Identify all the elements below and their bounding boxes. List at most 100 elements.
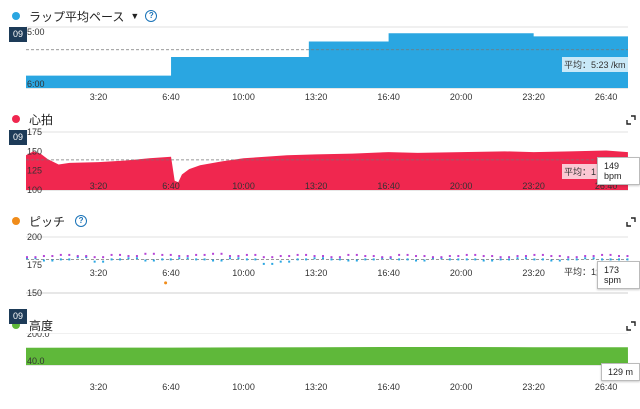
cadence-point xyxy=(558,255,561,258)
pace-x-tick-label: 20:00 xyxy=(450,92,473,102)
cadence-point xyxy=(119,258,122,261)
hr-x-tick-label: 3:20 xyxy=(90,181,108,191)
cadence-point xyxy=(110,258,113,261)
cadence-y-tick-label: 200 xyxy=(27,232,42,242)
cadence-point xyxy=(42,259,45,262)
cadence-point xyxy=(457,255,460,258)
hr-x-tick-label: 13:20 xyxy=(305,181,328,191)
cadence-point xyxy=(34,257,37,260)
cadence-point xyxy=(381,257,384,260)
cadence-point xyxy=(271,262,274,265)
cadence-point xyxy=(119,253,122,256)
elevation-y-tick-label: 200.0 xyxy=(27,333,50,339)
pace-chart[interactable]: 5:00 6:00 3:20 6:40 10:00 13:20 16:40 20:00 23:2… xyxy=(0,26,640,106)
cadence-point xyxy=(448,255,451,258)
cadence-point xyxy=(262,262,265,265)
cadence-point xyxy=(609,258,612,261)
cadence-point xyxy=(381,256,384,259)
cadence-point xyxy=(592,257,595,260)
cadence-point xyxy=(364,258,367,261)
cadence-point xyxy=(296,253,299,256)
cadence-point xyxy=(457,258,460,261)
cadence-outlier-point xyxy=(164,281,168,285)
dropdown-caret-icon[interactable]: ▼ xyxy=(130,11,140,21)
hr-x-tick-label: 6:40 xyxy=(162,181,180,191)
cadence-point xyxy=(51,255,54,258)
cadence-point xyxy=(406,258,409,261)
pace-title: ラップ平均ペース xyxy=(29,9,125,24)
cadence-point xyxy=(389,256,392,259)
cadence-point xyxy=(152,259,155,262)
cadence-point xyxy=(415,255,418,258)
elevation-chart[interactable]: 200.0 40.0 3:20 6:40 10:00 13:20 16:40 20:00 23:… xyxy=(0,333,640,409)
hr-chart[interactable]: 175 150 125 100 3:20 6:40 10:00 13:20 16:40 20:00… xyxy=(0,127,640,197)
elevation-y-tick-label: 40.0 xyxy=(27,356,45,366)
cadence-point xyxy=(144,252,147,255)
cadence-point xyxy=(85,256,88,259)
cadence-point xyxy=(68,253,71,256)
cadence-x-tick-label: 23:20 xyxy=(522,268,545,278)
cadence-point xyxy=(347,259,350,262)
lap-badge[interactable]: 09 xyxy=(9,309,27,324)
cadence-point xyxy=(491,255,494,258)
cadence-point xyxy=(499,258,502,261)
pace-y-tick-label: 5:00 xyxy=(27,27,45,37)
cadence-point xyxy=(279,255,282,258)
pace-x-tick-label: 26:40 xyxy=(595,92,618,102)
cadence-point xyxy=(541,258,544,261)
cadence-x-tick-label: 3:20 xyxy=(90,268,108,278)
cadence-dot-icon xyxy=(12,217,20,225)
cadence-point xyxy=(203,253,206,256)
cadence-point xyxy=(575,258,578,261)
cadence-point xyxy=(169,258,172,261)
cadence-point xyxy=(499,256,502,259)
elevation-x-tick-label: 3:20 xyxy=(90,382,108,392)
cadence-point xyxy=(431,256,434,259)
cadence-point xyxy=(482,259,485,262)
cadence-point xyxy=(465,258,468,261)
hr-y-tick-label: 175 xyxy=(27,127,42,137)
cadence-point xyxy=(355,259,358,262)
cadence-point xyxy=(296,258,299,261)
expand-icon[interactable] xyxy=(626,217,636,227)
cadence-point xyxy=(178,257,181,260)
cadence-point xyxy=(135,255,138,258)
cadence-point xyxy=(152,252,155,255)
cadence-point xyxy=(398,258,401,261)
lap-badge[interactable]: 09 xyxy=(9,27,27,42)
elevation-x-tick-label: 16:40 xyxy=(377,382,400,392)
cadence-point xyxy=(212,259,215,262)
lap-badge[interactable]: 09 xyxy=(9,130,27,145)
cadence-point xyxy=(237,257,240,260)
hr-tooltip: 149 bpm xyxy=(597,157,640,185)
cadence-point xyxy=(398,253,401,256)
cadence-point xyxy=(59,253,62,256)
cadence-point xyxy=(364,255,367,258)
cadence-point xyxy=(440,257,443,260)
expand-icon[interactable] xyxy=(626,321,636,331)
cadence-point xyxy=(220,259,223,262)
cadence-point xyxy=(482,255,485,258)
cadence-point xyxy=(254,253,257,256)
cadence-point xyxy=(271,256,274,259)
elevation-x-tick-label: 6:40 xyxy=(162,382,180,392)
cadence-point xyxy=(347,253,350,256)
cadence-point xyxy=(186,255,189,258)
cadence-point xyxy=(533,258,536,261)
help-icon[interactable]: ? xyxy=(75,215,88,227)
cadence-point xyxy=(601,253,604,256)
cadence-point xyxy=(516,255,519,258)
hr-x-tick-label: 23:20 xyxy=(522,181,545,191)
expand-icon[interactable] xyxy=(626,115,636,125)
cadence-point xyxy=(567,256,570,259)
cadence-point xyxy=(508,256,511,259)
cadence-point xyxy=(305,253,308,256)
cadence-tooltip: 173 spm xyxy=(597,261,640,289)
help-icon[interactable]: ? xyxy=(145,10,158,22)
pace-header: ラップ平均ペース ▼ ? xyxy=(0,7,158,25)
cadence-point xyxy=(203,258,206,261)
cadence-point xyxy=(508,258,511,261)
cadence-y-tick-label: 150 xyxy=(27,288,42,298)
cadence-chart[interactable]: 200 175 150 3:20 6:40 10:00 13:20 16:40 20:00 23:… xyxy=(0,230,640,302)
cadence-point xyxy=(338,258,341,261)
